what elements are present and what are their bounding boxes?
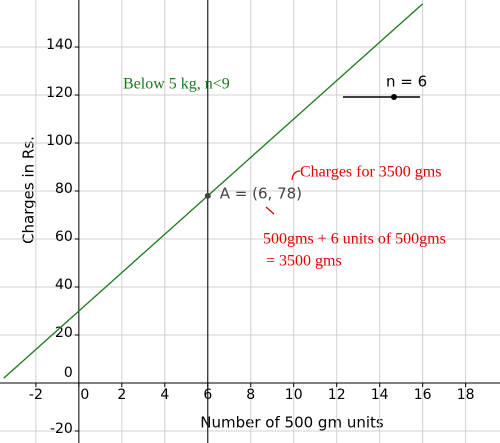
x-tick-label: 12 [328,387,346,403]
x-tick-label: 0 [80,387,89,403]
x-tick-label: 10 [285,387,303,403]
annotation: Charges for 3500 gms [300,164,441,181]
x-tick-label: 14 [371,387,389,403]
annotation: = 3500 gms [266,253,342,270]
slider-label: n = 6 [386,73,427,91]
y-tick-label: 80 [55,181,73,197]
x-tick-label: 18 [457,387,475,403]
y-axis-label: Charges in Rs. [20,136,38,244]
point-label: A = (6, 78) [220,184,302,202]
y-tick-label: 60 [55,229,73,245]
point [204,192,211,199]
x-tick-label: -2 [29,387,43,403]
x-axis-label: Number of 500 gm units [200,414,384,432]
y-tick-label: 20 [55,325,73,341]
data-line [3,3,424,379]
y-tick-label: 0 [64,365,73,381]
x-tick-label: 2 [117,387,126,403]
x-tick-label: 4 [160,387,169,403]
y-tick-label: 100 [46,133,73,149]
y-tick-label: -20 [50,421,73,437]
y-tick-label: 120 [46,85,73,101]
x-tick-label: 8 [246,387,255,403]
annotation: Below 5 kg, n<9 [123,76,230,93]
arrow [291,170,301,181]
annotation: 500gms + 6 units of 500gms [263,231,446,248]
slider-knob [391,94,397,100]
x-tick-label: 16 [414,387,432,403]
y-tick-label: 140 [46,37,73,53]
y-tick-label: 40 [55,277,73,293]
arrow [265,206,275,215]
